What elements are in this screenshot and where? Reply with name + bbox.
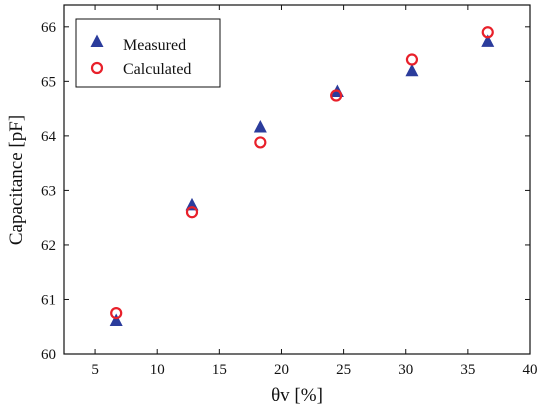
measured-point xyxy=(253,119,267,133)
measured-point xyxy=(405,63,419,77)
legend-label-calculated: Calculated xyxy=(123,61,191,78)
plot-frame xyxy=(63,4,531,355)
calculated-point xyxy=(481,26,494,39)
y-axis-label: Capacitance [pF] xyxy=(6,115,27,245)
legend: Measured Calculated xyxy=(75,18,221,88)
x-tick-label: 40 xyxy=(523,362,538,378)
data-marks xyxy=(109,26,495,327)
legend-marker-measured-icon xyxy=(90,34,104,47)
legend-box xyxy=(75,18,221,88)
calculated-point xyxy=(330,89,343,102)
x-tick-label: 35 xyxy=(460,362,475,378)
measured-point xyxy=(481,34,495,47)
x-axis-label: θv [%] xyxy=(271,385,323,406)
y-tick-label: 64 xyxy=(41,129,57,145)
x-tick-label: 5 xyxy=(91,362,99,378)
y-tick-label: 60 xyxy=(41,347,56,363)
y-tick-label: 65 xyxy=(41,74,56,90)
calculated-point xyxy=(110,307,123,320)
axis-ticks: 5 10 15 20 25 30 35 40 60 61 62 63 64 65 66 xyxy=(41,5,538,378)
y-tick-label: 63 xyxy=(41,183,56,199)
y-tick-label: 66 xyxy=(41,20,57,36)
x-tick-label: 15 xyxy=(212,362,227,378)
x-tick-label: 30 xyxy=(398,362,413,378)
y-tick-label: 61 xyxy=(41,292,56,308)
x-tick-label: 20 xyxy=(274,362,289,378)
measured-point xyxy=(109,313,123,327)
calculated-point xyxy=(405,53,419,66)
calculated-point xyxy=(254,136,267,149)
y-tick-label: 62 xyxy=(41,238,56,254)
x-tick-label: 25 xyxy=(336,362,351,378)
legend-marker-calculated-icon xyxy=(90,61,104,75)
x-tick-label: 10 xyxy=(150,362,165,378)
calculated-point xyxy=(185,206,199,219)
legend-label-measured: Measured xyxy=(123,37,186,54)
